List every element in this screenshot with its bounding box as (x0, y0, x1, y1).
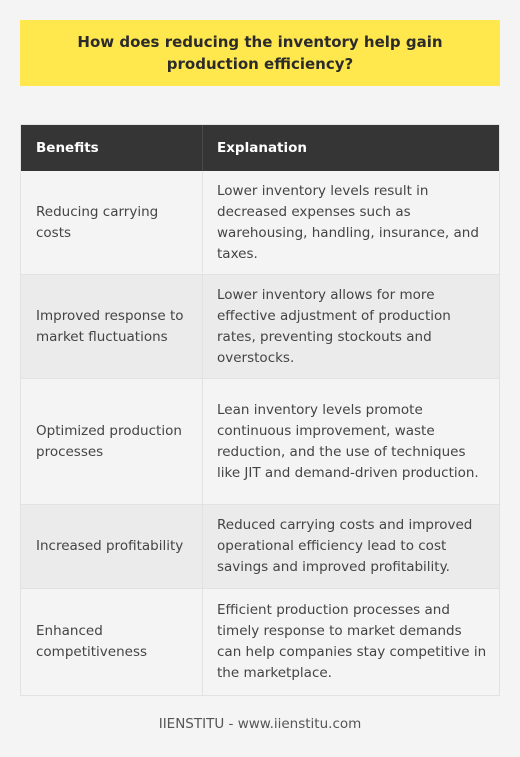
table-row: Increased profitability Reduced carrying… (21, 505, 499, 589)
table-row: Optimized production processes Lean inve… (21, 379, 499, 505)
title-banner: How does reducing the inventory help gai… (20, 20, 500, 86)
header-benefits: Benefits (21, 125, 203, 171)
table-header-row: Benefits Explanation (21, 125, 499, 171)
benefit-cell: Optimized production processes (21, 379, 203, 504)
benefit-cell: Improved response to market fluctuations (21, 275, 203, 378)
explanation-cell: Lower inventory allows for more effectiv… (217, 286, 451, 366)
benefit-cell: Increased profitability (21, 505, 203, 588)
explanation-cell: Efficient production processes and timel… (217, 602, 487, 681)
explanation-cell: Lean inventory levels promote continuous… (217, 401, 479, 481)
explanation-cell: Reduced carrying costs and improved oper… (217, 517, 473, 575)
benefits-table: Benefits Explanation Reducing carrying c… (20, 124, 500, 696)
benefit-cell: Reducing carrying costs (21, 171, 203, 274)
table-row: Enhanced competitiveness Efficient produ… (21, 589, 499, 695)
table-row: Reducing carrying costs Lower inventory … (21, 171, 499, 275)
page-title: How does reducing the inventory help gai… (77, 33, 443, 73)
header-explanation: Explanation (217, 139, 308, 156)
table-row: Improved response to market fluctuations… (21, 275, 499, 379)
footer-credit: IIENSTITU - www.iienstitu.com (158, 716, 362, 732)
explanation-cell: Lower inventory levels result in decreas… (217, 182, 479, 262)
benefit-cell: Enhanced competitiveness (21, 589, 203, 695)
